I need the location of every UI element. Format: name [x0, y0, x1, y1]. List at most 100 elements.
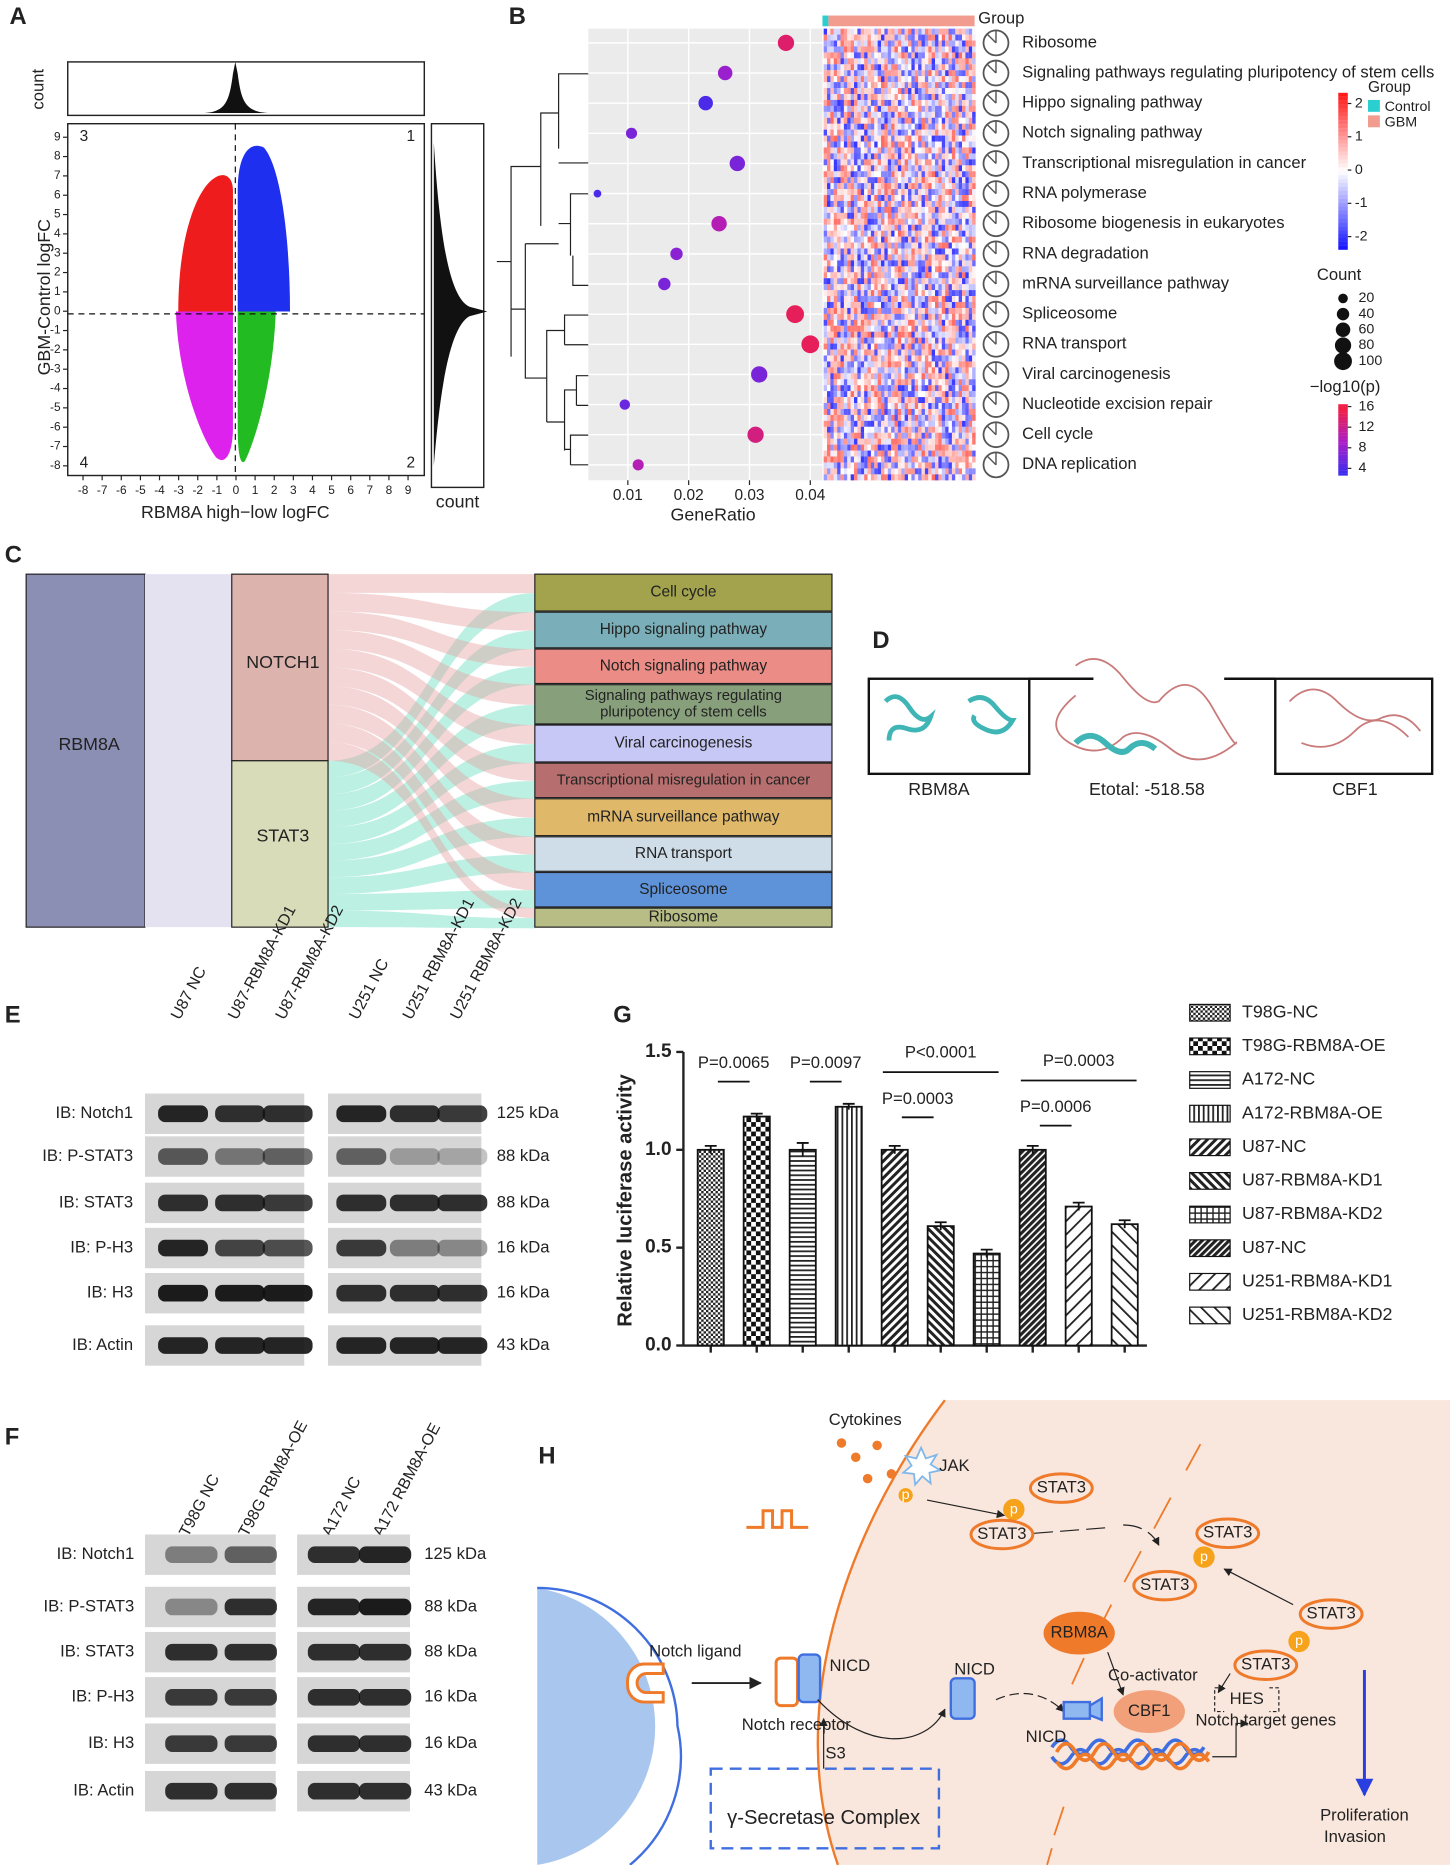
heat-cell [914, 117, 919, 124]
heat-cell [908, 52, 912, 59]
heat-cell [874, 82, 878, 89]
sankey-node [534, 648, 833, 685]
heat-cell [891, 408, 895, 416]
heat-cell [864, 373, 868, 380]
heat-cell [935, 111, 939, 118]
heat-cell [827, 195, 831, 202]
heat-cell [823, 403, 828, 410]
heat-cell [924, 82, 929, 89]
y-tick-label: -6 [50, 419, 61, 433]
heat-cell [945, 325, 949, 332]
heat-cell [958, 111, 963, 118]
heat-cell [840, 266, 844, 273]
heat-cell [931, 218, 936, 225]
blot-band [165, 1598, 218, 1616]
heat-cell [948, 236, 952, 243]
blot-band [262, 1239, 313, 1257]
heat-cell [924, 426, 929, 433]
heat-cell [965, 177, 969, 184]
heat-cell [955, 301, 959, 309]
heat-cell [881, 361, 885, 368]
heat-cell [840, 28, 844, 35]
heat-cell [860, 307, 865, 314]
heat-cell [881, 189, 885, 196]
heat-cell [901, 444, 905, 451]
heat-cell [864, 70, 868, 77]
heat-cell [874, 248, 878, 255]
heat-cell [965, 195, 969, 202]
pathway-label: RNA polymerase [1022, 183, 1147, 202]
heat-cell [884, 82, 888, 89]
heat-cell [948, 361, 952, 368]
heat-cell [823, 278, 828, 285]
heat-cell [908, 248, 912, 255]
heat-cell [941, 474, 946, 481]
heat-cell [843, 189, 848, 196]
heat-cell [843, 135, 848, 142]
heat-cell [877, 82, 882, 89]
heat-cell [918, 82, 922, 89]
heat-cell [891, 373, 895, 380]
heat-cell [894, 307, 898, 314]
heat-cell [847, 200, 851, 208]
heat-cell [911, 40, 915, 47]
heat-cell [904, 129, 909, 136]
heat-cell [877, 58, 882, 65]
heat-cell [823, 70, 828, 77]
heat-cell [860, 325, 865, 332]
heat-cell [958, 70, 963, 77]
heat-cell [877, 147, 882, 154]
heat-cell [941, 206, 946, 213]
heat-cell [864, 450, 868, 457]
heat-cell [921, 403, 925, 410]
heat-cell [958, 40, 963, 47]
heat-cell [904, 420, 909, 427]
heat-cell [860, 105, 865, 112]
heat-cell [935, 438, 939, 445]
heat-cell [941, 165, 946, 172]
heat-cell [864, 206, 868, 213]
heat-cell [918, 450, 922, 457]
colorbar-cell [1338, 442, 1348, 445]
heat-cell [941, 379, 946, 386]
heat-cell [958, 420, 963, 427]
heat-cell [901, 82, 905, 89]
heat-cell [854, 355, 858, 362]
heat-cell [881, 123, 885, 130]
heat-cell [918, 70, 922, 77]
heat-cell [962, 248, 966, 255]
heat-cell [850, 177, 855, 184]
heat-cell [965, 218, 969, 225]
heat-cell [874, 319, 878, 326]
heat-cell [850, 230, 855, 237]
heat-cell [897, 34, 902, 41]
colorbar-cell [1338, 418, 1348, 421]
heat-cell [918, 141, 922, 148]
heat-cell [924, 397, 929, 404]
heat-cell [965, 444, 969, 451]
heat-cell [891, 307, 895, 314]
heat-cell [891, 242, 895, 249]
heat-cell [840, 379, 844, 386]
heat-cell [968, 34, 973, 41]
heat-cell [901, 153, 905, 160]
heat-cell [951, 141, 956, 148]
heat-cell [860, 403, 865, 410]
heat-cell [847, 40, 851, 47]
sankey-flow [328, 744, 535, 844]
heat-cell [833, 141, 838, 148]
row-label: IB: H3 [88, 1733, 134, 1752]
heat-cell [914, 331, 919, 338]
heat-cell [877, 379, 882, 386]
heat-cell [823, 230, 828, 237]
heat-cell [904, 373, 909, 380]
heat-cell [850, 278, 855, 285]
heat-cell [840, 278, 844, 285]
heat-cell [847, 177, 851, 184]
diagram-label: NICD [829, 1656, 870, 1675]
heat-cell [941, 195, 946, 202]
heat-cell [847, 373, 851, 380]
heat-cell [897, 153, 902, 160]
heat-cell [908, 189, 912, 196]
